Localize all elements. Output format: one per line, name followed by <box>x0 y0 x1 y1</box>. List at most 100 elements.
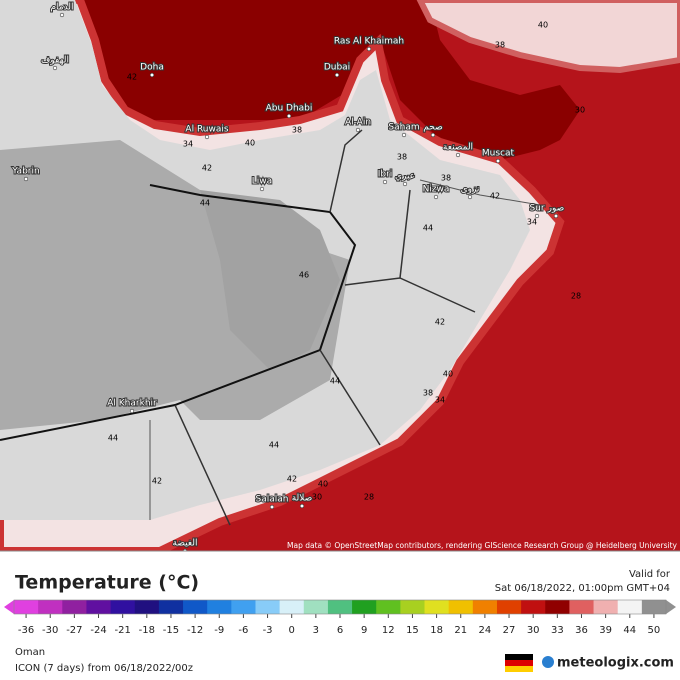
colorbar-tick-label: 30 <box>527 625 540 636</box>
attribution: Map data © OpenStreetMap contributors, r… <box>287 541 678 550</box>
place-dot <box>553 213 559 219</box>
colorbar-tick-label: 3 <box>313 625 319 636</box>
place-label: Abu Dhabi <box>266 104 313 114</box>
place-dot <box>299 503 305 509</box>
region: Oman <box>15 647 45 658</box>
place-label: Al Kharkhir <box>107 399 157 409</box>
contour-label: 34 <box>183 140 193 149</box>
valid-label: Valid for <box>629 569 671 580</box>
colorbar-tick-label: 9 <box>361 625 367 636</box>
contour-label: 40 <box>538 21 548 30</box>
place-label: Muscat <box>482 149 515 159</box>
colorbar-tick-label: 12 <box>382 625 395 636</box>
place-label: Salalah <box>256 495 289 505</box>
colorbar-swatch <box>231 600 256 614</box>
contour-label: 44 <box>200 199 210 208</box>
contour-label: 44 <box>423 224 433 233</box>
place-label: Doha <box>140 63 164 73</box>
place-dot <box>269 504 275 510</box>
colorbar-tick-label: -21 <box>114 625 130 636</box>
contour-label: 44 <box>108 434 118 443</box>
place-dot <box>52 65 58 71</box>
colorbar-tick-label: 0 <box>289 625 295 636</box>
contour-label: 42 <box>127 73 137 82</box>
contour-label: 42 <box>435 318 445 327</box>
border <box>174 129 476 526</box>
colorbar-swatch <box>134 600 160 614</box>
colorbar-swatch <box>279 600 305 614</box>
colorbar-swatch <box>424 600 450 614</box>
contour-label: 34 <box>435 396 445 405</box>
place-label: Al Ruwais <box>185 125 228 135</box>
valid-time: Sat 06/18/2022, 01:00pm GMT+04 <box>495 583 670 594</box>
contour-label: 38 <box>441 174 451 183</box>
legend-title: Temperature (°C) <box>15 572 199 594</box>
contour-label: 40 <box>245 139 255 148</box>
place-label: نزوى <box>461 185 480 195</box>
place-label: Liwa <box>252 177 272 187</box>
colorbar-tick-label: -24 <box>90 625 106 636</box>
place-dot <box>401 132 407 138</box>
attribution-bg <box>300 540 680 551</box>
place-label: Nizwa <box>423 185 450 195</box>
place-label: الغيضة <box>173 539 198 549</box>
place-dot <box>204 134 210 140</box>
contour-label: 42 <box>490 192 500 201</box>
border <box>149 179 541 520</box>
flag <box>505 654 533 672</box>
colorbar-tick-label: -27 <box>66 625 82 636</box>
colorbar-swatch <box>545 600 570 614</box>
contour-label: 38 <box>423 389 433 398</box>
contour-label: 28 <box>364 493 374 502</box>
colorbar: -36 -30 -27 -24 -21 -18 -15 -12 -9 -6 -3 0 3 6 9 12 15 18… <box>4 599 676 636</box>
place-label: Saham <box>388 123 419 133</box>
contour-label: 44 <box>330 377 340 386</box>
colorbar-swatch <box>472 600 498 614</box>
place-dot <box>334 72 340 78</box>
place-label: المصنعة <box>443 143 473 153</box>
place-label: Yabrin <box>11 167 39 177</box>
colorbar-tick-label: 21 <box>454 625 467 636</box>
contour-label: 38 <box>292 126 302 135</box>
place-dot <box>286 113 292 119</box>
colorbar-swatch <box>448 600 474 614</box>
colorbar-swatch <box>183 600 208 614</box>
contour-label: 40 <box>443 370 453 379</box>
brand: meteologix.com <box>557 656 674 671</box>
colorbar-swatch <box>400 600 426 614</box>
colorbar-frame <box>13 599 667 615</box>
place-dot <box>467 194 473 200</box>
colorbar-swatch <box>158 600 184 614</box>
contour-label: 46 <box>299 271 309 280</box>
colorbar-swatch <box>207 600 232 614</box>
colorbar-tick-label: 18 <box>430 625 443 636</box>
place-dot <box>129 408 135 414</box>
colorbar-tick-label: 50 <box>648 625 661 636</box>
colorbar-swatch <box>327 600 353 614</box>
place-label: Ras Al Khaimah <box>334 37 404 47</box>
place-dot <box>366 46 372 52</box>
colorbar-tick-label: -30 <box>42 625 58 636</box>
colorbar-tick-label: 36 <box>575 625 588 636</box>
colorbar-swatch <box>14 600 39 614</box>
colorbar-tick-label: -36 <box>18 625 34 636</box>
colorbar-tick-label: 15 <box>406 625 419 636</box>
colorbar-tick-label: 39 <box>599 625 612 636</box>
contour-labels: 40 38 30 42 38 40 34 42 44 46 38 38 42 44 34 28 42 40 44 38… <box>108 21 585 502</box>
place-label: عبري <box>395 172 415 182</box>
place-dot <box>259 186 265 192</box>
contour-label: 42 <box>202 164 212 173</box>
colorbar-swatch <box>303 600 329 614</box>
colorbar-swatch <box>569 600 595 614</box>
contour-label: 30 <box>312 493 322 502</box>
colorbar-tick-label: -6 <box>238 625 248 636</box>
colorbar-swatch <box>521 600 546 614</box>
colorbar-tick-label: 6 <box>337 625 343 636</box>
place-dot <box>455 152 461 158</box>
colorbar-end <box>666 600 676 614</box>
iran <box>416 0 680 74</box>
place-label: الهفوف <box>41 56 69 66</box>
place-label: صور <box>547 204 565 214</box>
contour-label: 42 <box>287 475 297 484</box>
